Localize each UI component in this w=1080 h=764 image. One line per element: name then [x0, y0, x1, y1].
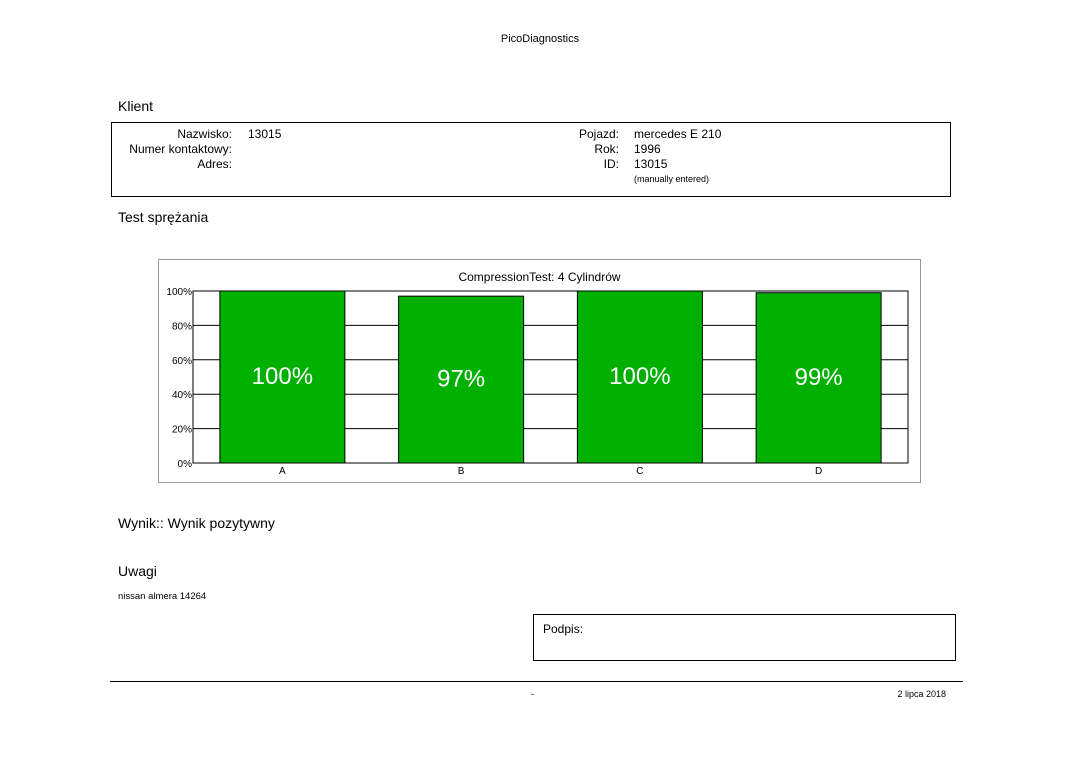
- footer-date: 2 lipca 2018: [897, 689, 946, 699]
- vehicle-label: Pojazd:: [578, 127, 619, 141]
- signature-box: [533, 614, 956, 661]
- x-tick-label: B: [458, 466, 465, 477]
- bar-value-label: 100%: [252, 363, 313, 390]
- vehicle-value: mercedes E 210: [634, 127, 722, 141]
- footer-divider: [110, 681, 963, 682]
- result-text: Wynik:: Wynik pozytywny: [118, 515, 275, 531]
- contact-number-label: Numer kontaktowy:: [129, 142, 232, 156]
- y-tick-label: 20%: [172, 425, 192, 436]
- test-section-label: Test sprężania: [118, 209, 209, 225]
- bar-value-label: 100%: [609, 363, 670, 390]
- y-tick-label: 100%: [166, 287, 192, 298]
- notes-text: nissan almera 14264: [118, 591, 207, 602]
- footer-center-mark: -: [531, 689, 534, 699]
- surname-value: 13015: [248, 127, 282, 141]
- x-tick-label: A: [279, 466, 286, 477]
- y-tick-label: 60%: [172, 356, 192, 367]
- y-tick-label: 80%: [172, 321, 192, 332]
- bar: [755, 292, 882, 464]
- bar: [398, 295, 525, 464]
- bar-value-label: 99%: [795, 364, 843, 391]
- surname-label: Nazwisko:: [177, 127, 232, 141]
- year-label: Rok:: [594, 142, 619, 156]
- x-tick-label: D: [815, 466, 822, 477]
- chart-title: CompressionTest: 4 Cylindrów: [458, 270, 621, 284]
- x-tick-label: C: [636, 466, 643, 477]
- report-header-title: PicoDiagnostics: [500, 33, 580, 45]
- year-value: 1996: [634, 142, 661, 156]
- id-note: (manually entered): [634, 174, 710, 184]
- client-info-box: [111, 122, 951, 197]
- id-value: 13015: [634, 157, 668, 171]
- bar: [219, 290, 346, 464]
- bar: [576, 290, 703, 464]
- id-label: ID:: [603, 157, 619, 171]
- signature-label: Podpis:: [543, 622, 584, 636]
- address-label: Adres:: [197, 157, 232, 171]
- y-tick-label: 0%: [178, 459, 193, 470]
- notes-section-label: Uwagi: [118, 563, 157, 579]
- client-section-label: Klient: [118, 98, 154, 114]
- bar-value-label: 97%: [437, 366, 485, 393]
- y-tick-label: 40%: [172, 390, 192, 401]
